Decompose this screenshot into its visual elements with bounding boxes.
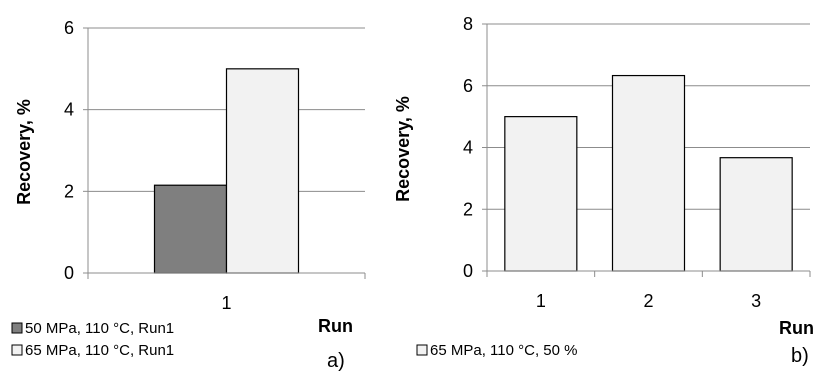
a-y-tick-labels: 0 2 4 6 <box>64 18 74 283</box>
b-y-tick-label: 0 <box>463 261 473 281</box>
b-legend-label: 65 MPa, 110 °C, 50 % <box>430 342 577 359</box>
b-x-tick-labels: 1 2 3 <box>536 291 761 311</box>
a-legend-swatch <box>11 322 23 334</box>
b-x-tick-label: 2 <box>643 291 653 311</box>
a-panel-label: a) <box>327 350 345 372</box>
b-bar <box>719 157 793 272</box>
a-bar <box>225 68 300 274</box>
b-legend-swatch <box>416 344 428 356</box>
a-y-tick-label: 0 <box>64 263 74 283</box>
b-bar <box>611 74 686 272</box>
b-y-axis-title: Recovery, % <box>393 96 413 202</box>
b-y-tick-label: 4 <box>463 138 473 158</box>
b-y-tick-label: 6 <box>463 76 473 96</box>
a-bars <box>153 68 300 274</box>
a-x-tick-labels: 1 <box>221 293 231 313</box>
b-axes <box>482 23 811 277</box>
b-legend: 65 MPa, 110 °C, 50 % <box>416 342 577 359</box>
a-x-tick-label: 1 <box>221 293 231 313</box>
a-y-tick-label: 2 <box>64 181 74 201</box>
a-legend-label: 65 MPa, 110 °C, Run1 <box>25 342 174 359</box>
b-y-tick-labels: 0 2 4 6 8 <box>463 14 473 281</box>
a-legend-swatch <box>11 344 23 356</box>
b-x-tick-label: 1 <box>536 291 546 311</box>
b-x-tick-label: 3 <box>751 291 761 311</box>
b-x-axis-title: Run <box>779 318 814 338</box>
b-panel-label: b) <box>791 345 809 367</box>
a-legend-label: 50 MPa, 110 °C, Run1 <box>25 320 174 337</box>
a-x-axis-title: Run <box>318 316 353 336</box>
a-y-tick-label: 6 <box>64 18 74 38</box>
a-legend: 50 MPa, 110 °C, Run1 65 MPa, 110 °C, Run1 <box>11 320 174 359</box>
b-bars <box>504 74 793 272</box>
b-y-tick-label: 8 <box>463 14 473 34</box>
a-y-tick-label: 4 <box>64 100 74 120</box>
a-bar <box>153 184 228 274</box>
b-y-tick-label: 2 <box>463 199 473 219</box>
chart-b: 0 2 4 6 8 1 2 3 Recovery, % Run 65 MPa, 110 °C… <box>393 14 814 367</box>
a-axes <box>83 27 366 279</box>
a-y-axis-title: Recovery, % <box>14 99 34 205</box>
chart-a: 0 2 4 6 1 Recovery, % Run 50 MPa, 110 °C, R… <box>11 18 366 372</box>
b-bar <box>504 116 578 272</box>
